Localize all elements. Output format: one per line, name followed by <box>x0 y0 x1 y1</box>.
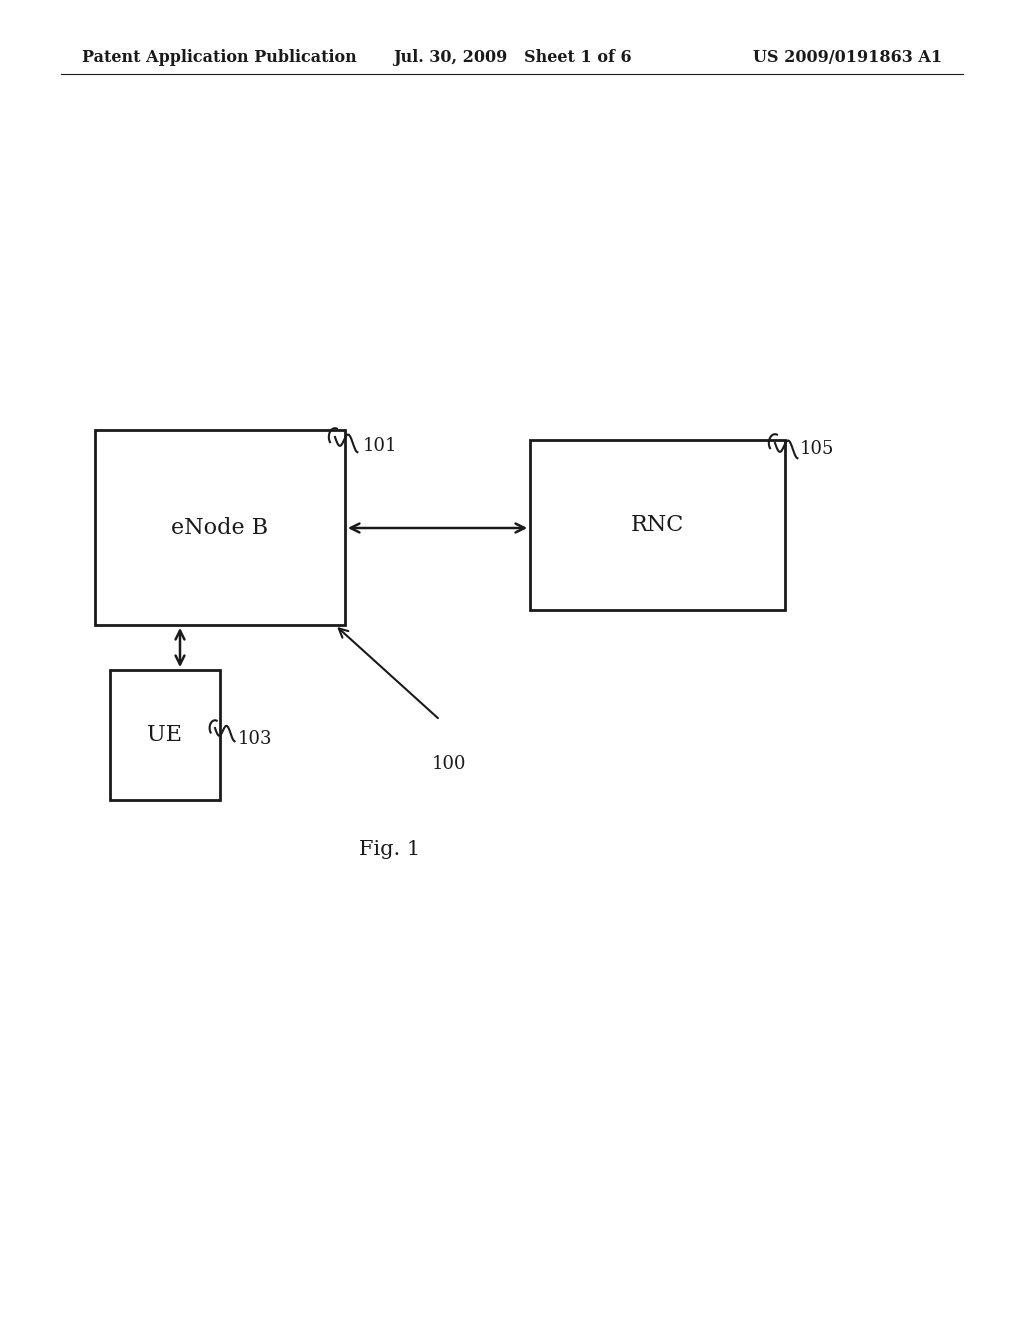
Text: Fig. 1: Fig. 1 <box>359 840 421 859</box>
Text: Jul. 30, 2009   Sheet 1 of 6: Jul. 30, 2009 Sheet 1 of 6 <box>392 49 632 66</box>
Text: 101: 101 <box>362 437 397 455</box>
Bar <box>530 440 785 610</box>
Text: UE: UE <box>147 723 182 746</box>
Text: Patent Application Publication: Patent Application Publication <box>82 49 356 66</box>
Bar <box>110 671 220 800</box>
Text: RNC: RNC <box>631 513 684 536</box>
Text: 103: 103 <box>238 730 272 748</box>
Text: 105: 105 <box>800 440 835 458</box>
Text: 100: 100 <box>432 755 467 774</box>
Text: US 2009/0191863 A1: US 2009/0191863 A1 <box>753 49 942 66</box>
Text: eNode B: eNode B <box>171 516 268 539</box>
Bar <box>95 430 345 624</box>
